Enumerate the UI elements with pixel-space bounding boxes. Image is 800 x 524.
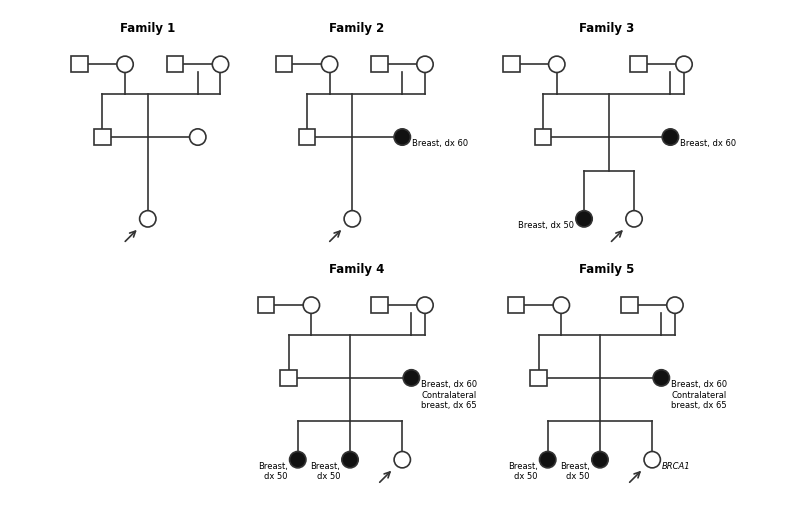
Circle shape bbox=[212, 56, 229, 72]
Bar bbox=[535, 129, 551, 145]
Circle shape bbox=[394, 129, 410, 145]
Circle shape bbox=[117, 56, 134, 72]
Text: Breast,
dx 50: Breast, dx 50 bbox=[560, 462, 590, 482]
Circle shape bbox=[539, 452, 556, 468]
Circle shape bbox=[417, 297, 433, 313]
Bar bbox=[298, 129, 315, 145]
Bar bbox=[530, 370, 546, 386]
Circle shape bbox=[344, 211, 361, 227]
Text: Breast,
dx 50: Breast, dx 50 bbox=[258, 462, 288, 482]
Circle shape bbox=[666, 297, 683, 313]
Bar bbox=[258, 297, 274, 313]
Bar bbox=[630, 56, 646, 72]
Bar bbox=[276, 56, 292, 72]
Bar bbox=[371, 297, 388, 313]
Bar bbox=[167, 56, 183, 72]
Bar bbox=[508, 297, 524, 313]
Text: BRCA1: BRCA1 bbox=[662, 462, 691, 471]
Circle shape bbox=[644, 452, 660, 468]
Circle shape bbox=[303, 297, 319, 313]
Bar bbox=[281, 370, 297, 386]
Circle shape bbox=[592, 452, 608, 468]
Text: Breast, dx 50: Breast, dx 50 bbox=[518, 221, 574, 230]
Text: Family 2: Family 2 bbox=[330, 22, 385, 35]
Bar bbox=[71, 56, 88, 72]
Text: Family 3: Family 3 bbox=[579, 22, 634, 35]
Circle shape bbox=[417, 56, 433, 72]
Bar bbox=[94, 129, 110, 145]
Circle shape bbox=[342, 452, 358, 468]
Text: Breast, dx 60: Breast, dx 60 bbox=[680, 139, 737, 148]
Text: Family 1: Family 1 bbox=[120, 22, 175, 35]
Bar bbox=[371, 56, 388, 72]
Text: Family 5: Family 5 bbox=[579, 263, 634, 276]
Text: Breast,
dx 50: Breast, dx 50 bbox=[310, 462, 340, 482]
Text: Breast, dx 60: Breast, dx 60 bbox=[412, 139, 468, 148]
Circle shape bbox=[626, 211, 642, 227]
Text: Breast,
dx 50: Breast, dx 50 bbox=[508, 462, 538, 482]
Circle shape bbox=[290, 452, 306, 468]
Circle shape bbox=[403, 370, 419, 386]
Text: Breast, dx 60
Contralateral
breast, dx 65: Breast, dx 60 Contralateral breast, dx 6… bbox=[422, 380, 478, 410]
Circle shape bbox=[140, 211, 156, 227]
Circle shape bbox=[662, 129, 678, 145]
Circle shape bbox=[549, 56, 565, 72]
Circle shape bbox=[676, 56, 692, 72]
Bar bbox=[622, 297, 638, 313]
Text: Breast, dx 60
Contralateral
breast, dx 65: Breast, dx 60 Contralateral breast, dx 6… bbox=[671, 380, 727, 410]
Circle shape bbox=[576, 211, 592, 227]
Circle shape bbox=[653, 370, 670, 386]
Circle shape bbox=[553, 297, 570, 313]
Circle shape bbox=[190, 129, 206, 145]
Bar bbox=[503, 56, 519, 72]
Circle shape bbox=[394, 452, 410, 468]
Circle shape bbox=[322, 56, 338, 72]
Text: Family 4: Family 4 bbox=[329, 263, 385, 276]
